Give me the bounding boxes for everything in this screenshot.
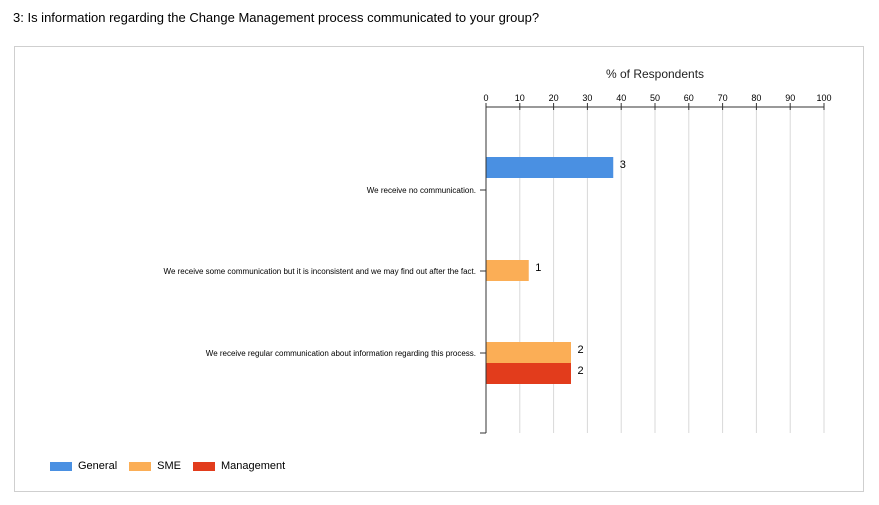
legend-swatch-general bbox=[50, 461, 72, 471]
tick-label-20: 20 bbox=[549, 93, 559, 103]
tick-label-80: 80 bbox=[751, 93, 761, 103]
tick-label-60: 60 bbox=[684, 93, 694, 103]
data-label-general-0: 3 bbox=[620, 159, 626, 171]
tick-label-70: 70 bbox=[718, 93, 728, 103]
tick-label-50: 50 bbox=[650, 93, 660, 103]
tick-label-40: 40 bbox=[616, 93, 626, 103]
legend-item-general[interactable]: General bbox=[50, 460, 117, 472]
tick-label-90: 90 bbox=[785, 93, 795, 103]
legend-label-sme: SME bbox=[157, 460, 181, 472]
category-label-1: We receive some communication but it is … bbox=[164, 267, 476, 276]
data-label-sme-1: 1 bbox=[535, 262, 541, 274]
chart-title: % of Respondents bbox=[606, 67, 704, 81]
legend-item-sme[interactable]: SME bbox=[129, 460, 181, 472]
data-label-sme-2: 2 bbox=[577, 344, 583, 356]
tick-label-10: 10 bbox=[515, 93, 525, 103]
tick-label-100: 100 bbox=[816, 93, 831, 103]
legend-item-management[interactable]: Management bbox=[192, 460, 286, 472]
legend: General SME Management bbox=[50, 460, 297, 472]
bar-sme-1 bbox=[486, 260, 529, 281]
question-title: 3: Is information regarding the Change M… bbox=[13, 10, 540, 25]
bar-general-0 bbox=[486, 157, 614, 178]
legend-label-management: Management bbox=[220, 460, 286, 472]
tick-label-0: 0 bbox=[483, 93, 488, 103]
tick-label-30: 30 bbox=[582, 93, 592, 103]
legend-swatch-management bbox=[192, 461, 215, 471]
bar-management-2 bbox=[486, 363, 571, 384]
category-label-0: We receive no communication. bbox=[367, 186, 476, 195]
data-label-management-2: 2 bbox=[577, 365, 583, 377]
legend-swatch-sme bbox=[129, 461, 152, 471]
legend-label-general: General bbox=[78, 460, 118, 472]
bar-sme-2 bbox=[486, 342, 571, 363]
category-label-2: We receive regular communication about i… bbox=[206, 349, 476, 358]
